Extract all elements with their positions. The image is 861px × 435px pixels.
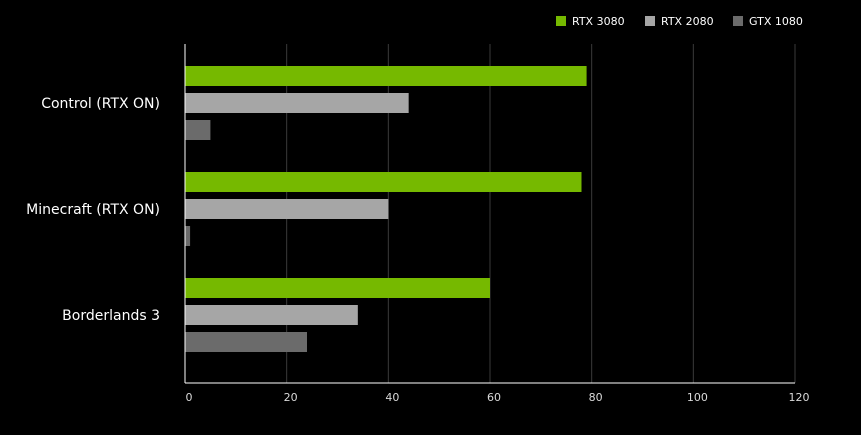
legend-swatch	[733, 16, 743, 26]
bar	[185, 199, 389, 219]
axes	[184, 44, 795, 384]
bar	[185, 120, 211, 140]
x-tick-label: 60	[487, 391, 501, 404]
x-tick-label: 40	[385, 391, 399, 404]
legend-label: RTX 2080	[661, 15, 714, 28]
x-tick-label: 0	[186, 391, 193, 404]
bar	[185, 332, 307, 352]
bar	[185, 172, 582, 192]
category-label: Borderlands 3	[62, 308, 160, 324]
legend: RTX 3080 RTX 2080 GTX 1080	[556, 15, 803, 28]
legend-swatch	[645, 16, 655, 26]
x-tick-label: 100	[687, 391, 708, 404]
bar	[185, 226, 191, 246]
legend-label: RTX 3080	[572, 15, 625, 28]
legend-swatch	[556, 16, 566, 26]
labels: 0 20 40 60 80 100 120 Control (RTX ON) Minecraft…	[26, 96, 809, 404]
x-tick-label: 20	[284, 391, 298, 404]
x-tick-label: 120	[789, 391, 810, 404]
bar	[185, 93, 409, 113]
category-label: Control (RTX ON)	[41, 96, 160, 112]
bar	[185, 66, 587, 86]
x-tick-label: 80	[589, 391, 603, 404]
bar	[185, 278, 490, 298]
bars	[185, 66, 587, 352]
legend-label: GTX 1080	[749, 15, 803, 28]
bar	[185, 305, 358, 325]
category-label: Minecraft (RTX ON)	[26, 202, 160, 218]
